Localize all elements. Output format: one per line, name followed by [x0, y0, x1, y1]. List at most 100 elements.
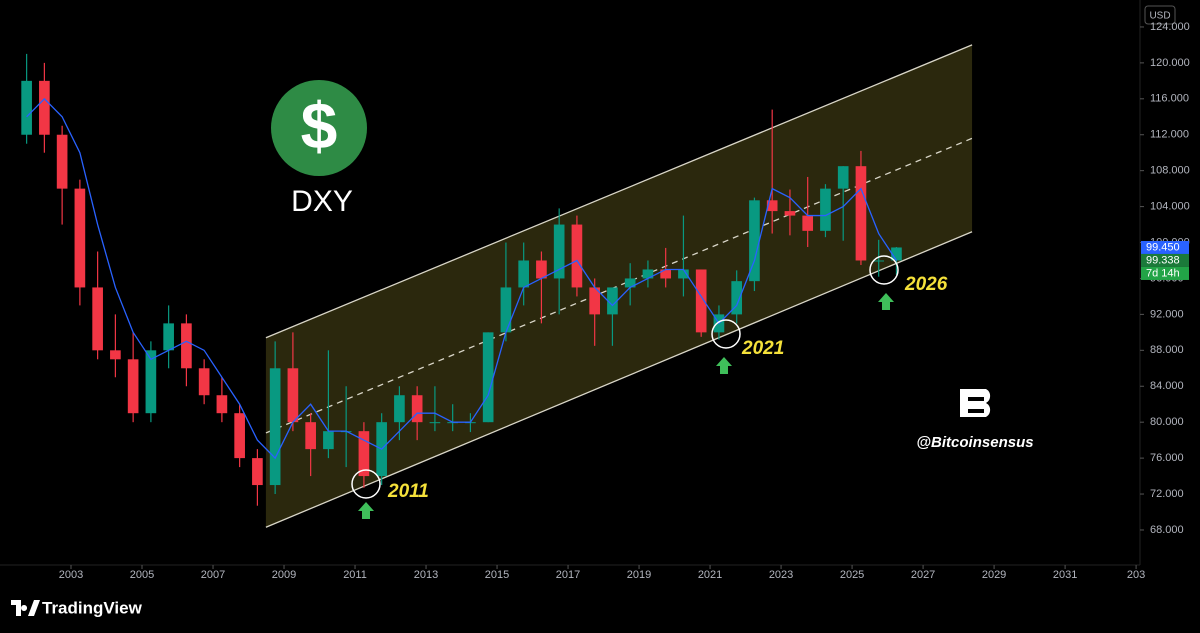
brand[interactable]: TradingView	[42, 598, 143, 617]
candle-body	[39, 80, 50, 135]
y-tick-label: 76.000	[1150, 452, 1184, 464]
x-tick-label: 2005	[130, 569, 154, 581]
highlight-circle	[711, 319, 741, 349]
y-tick-label: 112.000	[1150, 129, 1189, 141]
candle-body	[394, 395, 405, 423]
candle-body	[305, 422, 316, 450]
y-tick-label: 108.000	[1150, 165, 1190, 177]
candle-body	[660, 269, 672, 279]
x-tick-label: 2031	[1053, 569, 1077, 581]
annotation: 2021	[741, 338, 784, 359]
candle-body	[624, 278, 636, 288]
x-tick-label: 2029	[982, 569, 1006, 581]
candle-body	[110, 350, 121, 360]
candle-body	[323, 431, 334, 450]
candle-body	[642, 269, 654, 279]
up-arrow	[358, 502, 374, 519]
x-tick-label: 2009	[272, 569, 296, 581]
candle-body	[21, 80, 32, 135]
up-arrow	[716, 357, 732, 374]
candle-body	[553, 224, 565, 279]
candle-body	[589, 287, 600, 315]
candle-body	[695, 269, 707, 333]
candle-body	[571, 224, 583, 288]
x-tick-label: 2019	[627, 569, 651, 581]
footer	[0, 586, 1200, 633]
x-tick-label: 2021	[698, 569, 722, 581]
candle-body	[536, 260, 547, 279]
candle-body	[74, 188, 86, 288]
highlight-circle	[351, 469, 381, 499]
currency: USD	[1149, 11, 1170, 22]
candle-body	[784, 211, 796, 216]
candle-body	[855, 166, 867, 261]
y-tick-label: 120.000	[1150, 57, 1190, 69]
y-tick-label: 72.000	[1150, 488, 1184, 500]
candle-body	[181, 323, 192, 369]
candle-body	[518, 260, 529, 288]
candle-body	[287, 368, 299, 423]
channel-lower	[265, 231, 973, 528]
x-tick-label: 2003	[59, 569, 83, 581]
x-tick-label: 2025	[840, 569, 864, 581]
x-tick-label: 2011	[343, 569, 367, 581]
annotation: 2011	[387, 481, 429, 502]
candle-body	[891, 247, 902, 261]
x-tick-label: 2017	[556, 569, 580, 581]
watermark: @Bitcoinsensus	[916, 434, 1033, 451]
plot-area	[21, 44, 973, 528]
y-tick-label: 80.000	[1150, 416, 1184, 428]
price-label: 99.338	[1146, 254, 1180, 266]
annotation: 2026	[904, 274, 948, 295]
y-tick-label: 116.000	[1150, 93, 1189, 105]
brand-logo	[960, 389, 991, 417]
y-tick-label: 88.000	[1150, 344, 1184, 356]
candle-body	[731, 281, 743, 315]
y-tick-label: 124.000	[1150, 21, 1190, 33]
x-tick-label: 2015	[485, 569, 509, 581]
candle-body	[820, 188, 831, 231]
x-tick-label: 2013	[414, 569, 438, 581]
channel-fill	[265, 44, 973, 528]
candle-body	[92, 287, 103, 351]
candle-body	[216, 395, 228, 414]
candle-body	[252, 458, 263, 486]
tv-logo	[11, 600, 40, 616]
candle-body	[873, 260, 885, 262]
candle-body	[837, 166, 849, 189]
candle-body	[411, 395, 423, 423]
candle-body	[482, 332, 494, 423]
candle-body	[766, 200, 778, 212]
candle-body	[145, 350, 157, 414]
moving-average	[26, 97, 897, 460]
y-tick-label: 104.000	[1150, 201, 1190, 213]
price-label: 99.450	[1146, 241, 1180, 253]
dollar-icon	[271, 80, 367, 176]
candle-body	[607, 287, 618, 315]
candle-body	[127, 359, 139, 414]
x-tick-label: 2027	[911, 569, 935, 581]
currency-box[interactable]	[1144, 5, 1176, 25]
y-tick-label: 92.000	[1150, 308, 1184, 320]
price-label-bg	[1141, 253, 1189, 267]
y-tick-label: 84.000	[1150, 380, 1184, 392]
chart-title: DXY	[291, 185, 353, 218]
candle-body	[269, 368, 281, 486]
highlight-circle	[869, 255, 899, 285]
x-tick-label: 203	[1127, 569, 1145, 581]
candle-body	[749, 200, 760, 282]
candle-body	[234, 413, 245, 459]
candle-body	[678, 269, 689, 279]
candle-body	[429, 422, 441, 424]
candle-body	[56, 134, 68, 189]
candle-body	[802, 215, 814, 231]
dollar-sign: $	[301, 88, 338, 162]
price-label-bg	[1141, 266, 1189, 280]
y-tick-label: 68.000	[1150, 524, 1184, 536]
candle-body	[198, 368, 210, 396]
up-arrow	[878, 293, 894, 310]
candle-body	[358, 431, 370, 477]
price-label: 7d 14h	[1146, 267, 1180, 279]
x-tick-label: 2023	[769, 569, 793, 581]
